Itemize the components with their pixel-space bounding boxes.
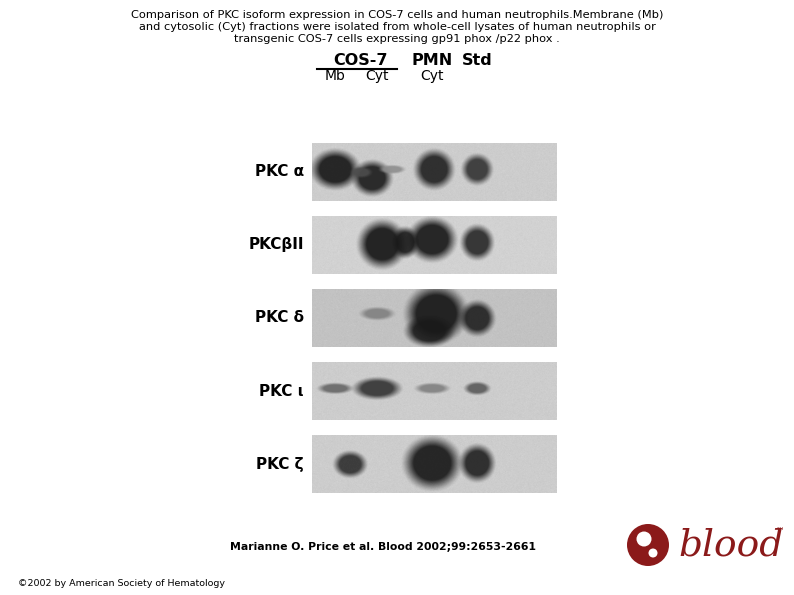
Text: ™: ™ <box>776 527 785 536</box>
Text: PKC δ: PKC δ <box>255 311 304 325</box>
Text: Comparison of PKC isoform expression in COS-7 cells and human neutrophils.Membra: Comparison of PKC isoform expression in … <box>131 10 663 20</box>
Text: and cytosolic (Cyt) fractions were isolated from whole-cell lysates of human neu: and cytosolic (Cyt) fractions were isola… <box>139 22 655 32</box>
Text: ©2002 by American Society of Hematology: ©2002 by American Society of Hematology <box>18 579 225 588</box>
Text: PKC ζ: PKC ζ <box>256 456 304 471</box>
Text: Marianne O. Price et al. Blood 2002;99:2653-2661: Marianne O. Price et al. Blood 2002;99:2… <box>230 542 536 552</box>
Text: COS-7: COS-7 <box>333 53 387 68</box>
Text: Mb: Mb <box>325 69 345 83</box>
Text: Cyt: Cyt <box>420 69 444 83</box>
Text: PKC ι: PKC ι <box>260 384 304 399</box>
Text: transgenic COS-7 cells expressing gp91 phox /p22 phox .: transgenic COS-7 cells expressing gp91 p… <box>234 34 560 44</box>
Text: Std: Std <box>461 53 492 68</box>
Circle shape <box>627 524 669 566</box>
Text: PKC α: PKC α <box>255 164 304 180</box>
Text: blood: blood <box>678 528 783 564</box>
Circle shape <box>637 531 652 546</box>
Text: Cyt: Cyt <box>365 69 389 83</box>
Text: PMN: PMN <box>411 53 453 68</box>
Circle shape <box>649 549 657 558</box>
Text: PKCβII: PKCβII <box>249 237 304 252</box>
